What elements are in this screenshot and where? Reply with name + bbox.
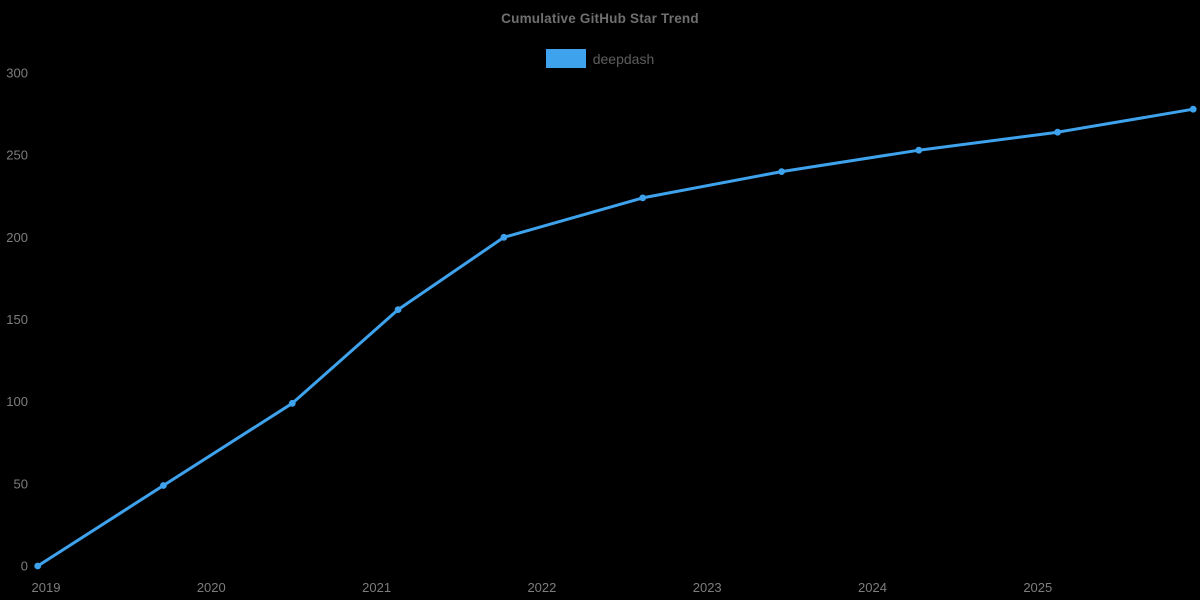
x-tick-label: 2024 — [858, 580, 887, 595]
data-point — [1189, 105, 1197, 113]
x-tick-label: 2025 — [1023, 580, 1052, 595]
y-tick-label: 150 — [6, 312, 28, 327]
data-point — [778, 168, 785, 176]
data-point — [639, 194, 647, 202]
x-tick-label: 2019 — [32, 580, 61, 595]
data-point — [160, 482, 167, 489]
legend-label: deepdash — [592, 50, 655, 67]
data-point — [915, 146, 923, 154]
x-tick-label: 2021 — [362, 580, 391, 595]
legend-swatch-icon — [545, 49, 586, 68]
legend: deepdash — [0, 49, 1200, 68]
data-point — [1054, 128, 1061, 136]
y-tick-label: 0 — [21, 559, 28, 574]
x-tick-label: 2022 — [527, 580, 556, 595]
y-tick-label: 250 — [6, 148, 28, 163]
chart-title: Cumulative GitHub Star Trend — [501, 11, 699, 26]
y-tick-label: 300 — [6, 66, 28, 81]
x-tick-label: 2020 — [197, 580, 226, 595]
data-point — [500, 233, 508, 241]
x-tick-label: 2023 — [693, 580, 722, 595]
data-point — [34, 562, 42, 570]
y-tick-label: 200 — [6, 230, 28, 245]
chart-line — [36, 107, 1195, 568]
data-point — [288, 399, 296, 407]
data-point — [394, 306, 402, 313]
y-tick-label: 100 — [6, 394, 28, 409]
y-tick-label: 50 — [14, 476, 28, 491]
